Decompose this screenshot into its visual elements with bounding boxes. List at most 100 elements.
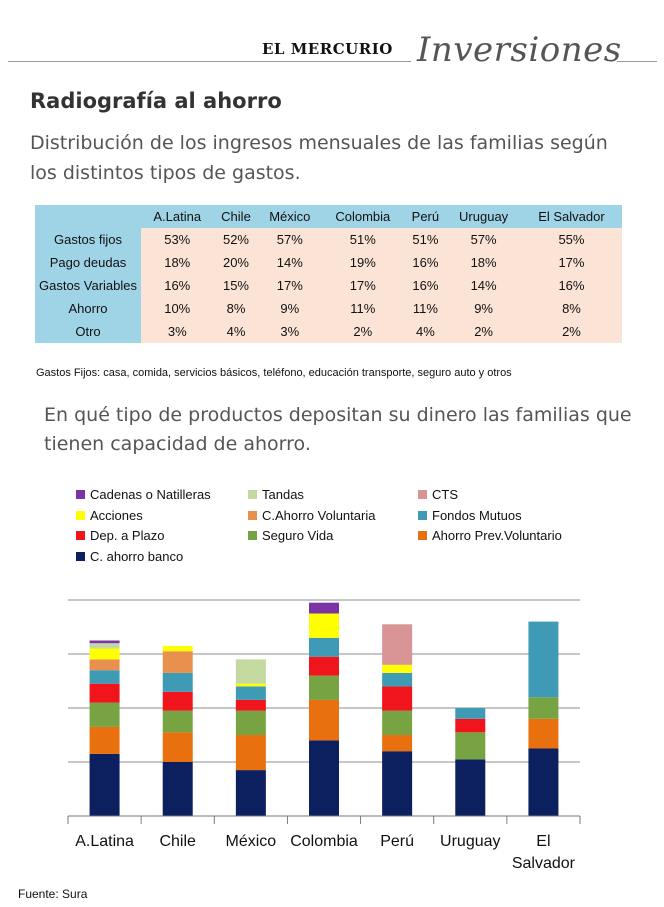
bar-segment [309,656,339,676]
table-cell: 4% [416,324,435,339]
row-label: Otro [35,320,141,343]
table-cell: 16% [558,278,585,293]
source-note: Fuente: Sura [18,887,88,901]
legend-item: C. ahorro banco [76,549,183,565]
bar-segment [162,691,193,711]
table-cell: 17% [558,255,585,270]
bar-segment [235,770,266,816]
table-cell: 57% [470,232,497,247]
bar-segment [89,726,120,754]
bar-segment [455,732,486,760]
table-cell: 9% [474,301,493,316]
legend-item: CTS [418,487,458,503]
legend-item: Fondos Mutuos [418,508,522,524]
bar-segment [528,621,559,698]
column-header: A.Latina [141,205,214,228]
table-cell: 14% [470,278,497,293]
legend-label: Ahorro Prev.Voluntario [432,528,562,543]
legend-swatch [418,531,427,540]
table-cell: 16% [412,278,439,293]
table-cell: 19% [349,255,376,270]
table-cell: 3% [280,324,300,339]
bar-segment [382,751,413,816]
legend-label: Cadenas o Natilleras [90,487,211,502]
bar-segment [162,762,193,816]
table-row: Ahorro 10% 8% 9% 11% 11% 9% 8% [35,297,622,320]
legend-item: Seguro Vida [248,528,333,544]
legend-swatch [76,490,85,499]
table-row: Gastos fijos 53% 52% 57% 51% 51% 57% 55% [35,228,622,251]
stacked-bar-chart: A.Latina Chile México Colombia Perú Uruguay El… [67,599,581,872]
table-cell: 15% [222,278,249,293]
bar-segment [382,664,413,673]
table-cell: 2% [562,324,581,339]
table-cell: 10% [164,301,191,316]
bar-segment [309,740,339,816]
bar-segment [382,686,413,711]
legend-label: C.Ahorro Voluntaria [262,507,376,523]
bar-segment [89,648,120,660]
legend-label: Acciones [90,507,143,523]
legend-swatch [248,490,257,499]
bar-segment [528,697,559,719]
bar-segment [89,753,120,816]
bar-segment [89,683,120,703]
chart-question: En qué tipo de productos depositan su di… [44,404,632,455]
bar-segment [235,683,266,687]
category-label: México [226,833,277,850]
page-title: Radiografía al ahorro [30,89,282,113]
expense-table: A.Latina Chile México Colombia Perú Urug… [35,205,622,343]
category-label: Chile [159,833,196,850]
table-row: Pago deudas 18% 20% 14% 19% 16% 18% 17% [35,251,622,274]
row-label: Ahorro [35,297,141,320]
bar-segment [235,735,266,771]
category-label: Colombia [290,833,358,850]
table-cell: 17% [276,278,303,293]
table-cell: 53% [164,232,191,247]
bar-segment [235,686,266,700]
legend-label: C. ahorro banco [90,548,184,564]
bar-segment [309,613,339,638]
header-rule-right [617,61,657,62]
bar-segment [382,672,413,687]
legend-item: Acciones [76,508,143,524]
table-cell: 16% [412,255,439,270]
legend-label: Fondos Mutuos [432,507,522,523]
row-label: Pago deudas [35,251,141,274]
column-header: El Salvador [520,205,622,228]
bar-segment [528,748,559,816]
table-cell: 51% [349,232,376,247]
bar-segment [309,602,339,614]
category-label: Perú [380,833,414,850]
table-cell: 9% [280,301,300,316]
bar-segment [89,702,120,727]
legend-swatch [76,510,85,520]
header-rule-left [8,61,411,62]
table-cell: 17% [349,278,376,293]
table-cell: 8% [226,301,246,316]
table-cell: 8% [562,301,581,316]
table-cell: 14% [276,255,303,270]
legend-item: Tandas [248,487,304,503]
bar-segment [89,670,120,684]
bar-segment [382,710,413,735]
table-cell: 2% [353,324,373,339]
table-cell: 18% [164,255,191,270]
table-cell: 16% [164,278,191,293]
column-header: Perú [404,205,447,228]
legend-swatch [76,551,85,561]
legend-label: Seguro Vida [262,528,334,543]
legend-label: Dep. a Plazo [90,528,165,543]
table-cell: 51% [412,232,439,247]
legend-item: Ahorro Prev.Voluntario [418,528,562,544]
row-label: Gastos fijos [35,228,141,251]
bar-segment [309,699,339,741]
table-cell: 2% [474,324,493,339]
column-header: Chile [213,205,259,228]
legend-item: C.Ahorro Voluntaria [248,508,375,524]
bar-segment [455,708,486,719]
brand-name: EL MERCURIO [262,40,393,58]
page-subtitle: Distribución de los ingresos mensuales d… [30,132,608,184]
bar-segment [162,732,193,762]
table-cell: 52% [222,232,249,247]
